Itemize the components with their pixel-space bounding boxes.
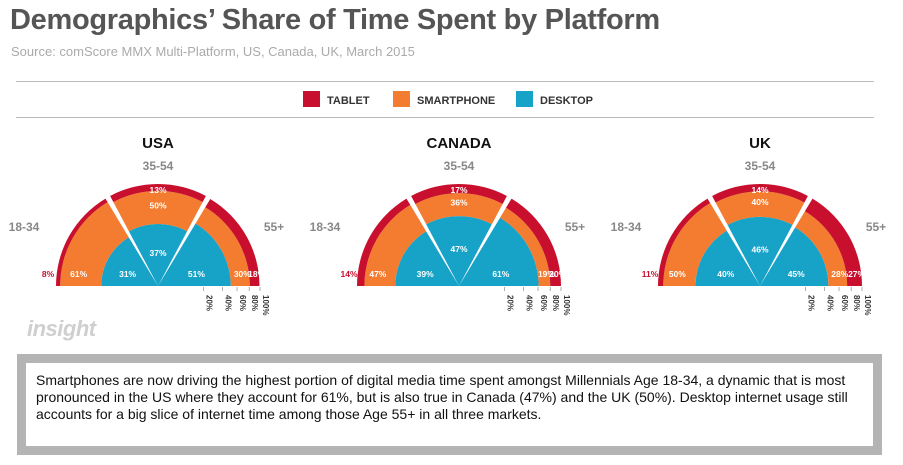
bar-uk-18-34-smartphone <box>663 203 727 286</box>
bar-uk-55+-smartphone <box>795 211 848 286</box>
tick-label-canada-100: 100% <box>562 295 571 315</box>
tick-label-usa-100: 100% <box>261 295 270 315</box>
bar-usa-55+-tablet <box>205 199 260 286</box>
data-label-usa-55+-smartphone: 30% <box>234 269 251 279</box>
data-label-canada-35-54-tablet: 17% <box>450 185 467 195</box>
tick-label-uk-20: 20% <box>807 295 816 311</box>
panel-title-canada: CANADA <box>427 135 492 152</box>
bar-usa-18-34-smartphone <box>60 202 129 286</box>
bar-usa-35-54-smartphone <box>113 190 203 232</box>
data-label-canada-18-34-smartphone: 47% <box>369 269 386 279</box>
legend-label-desktop: DESKTOP <box>540 95 593 107</box>
age-label-usa-35-54: 35-54 <box>143 159 174 173</box>
legend-label-tablet: TABLET <box>327 95 370 107</box>
age-label-usa-55: 55+ <box>264 220 284 234</box>
bar-uk-55+-desktop <box>760 227 829 286</box>
data-label-usa-35-54-smartphone: 50% <box>149 200 166 210</box>
data-label-usa-55+-desktop: 51% <box>188 269 205 279</box>
bar-canada-35-54-smartphone <box>415 193 503 225</box>
age-label-canada-18-34: 18-34 <box>310 220 341 234</box>
bar-usa-55+-desktop <box>158 223 231 286</box>
chart-area: TABLET SMARTPHONE DESKTOP USA 31% 61% 8% 37% 50%… <box>9 91 886 315</box>
top-divider <box>16 81 874 82</box>
data-label-canada-35-54-desktop: 47% <box>450 244 467 254</box>
bar-usa-18-34-desktop <box>101 237 158 286</box>
bar-canada-55+-tablet <box>505 198 561 286</box>
bar-uk-18-34-desktop <box>695 230 760 286</box>
bar-canada-55+-smartphone <box>500 207 551 286</box>
bar-uk-35-54-tablet <box>712 183 808 203</box>
data-label-usa-18-34-desktop: 31% <box>119 269 136 279</box>
age-label-canada-55: 55+ <box>565 220 585 234</box>
tick-label-canada-60: 60% <box>539 295 548 311</box>
bar-usa-55+-smartphone <box>195 207 250 286</box>
data-label-uk-55+-desktop: 45% <box>788 269 805 279</box>
data-label-uk-55+-tablet: 27% <box>848 269 865 279</box>
bar-usa-35-54-desktop <box>128 223 188 286</box>
data-label-canada-55+-smartphone: 19% <box>538 269 555 279</box>
bar-usa-35-54-tablet <box>110 183 206 202</box>
legend-swatch-desktop <box>516 91 533 107</box>
age-label-uk-18-34: 18-34 <box>611 220 642 234</box>
age-label-uk-55: 55+ <box>866 220 886 234</box>
panel-title-usa: USA <box>142 135 174 152</box>
bar-canada-35-54-tablet <box>411 183 507 204</box>
chart-subtitle: Source: comScore MMX Multi-Platform, US,… <box>11 44 415 59</box>
data-label-usa-35-54-desktop: 37% <box>149 248 166 258</box>
age-label-usa-18-34: 18-34 <box>9 220 40 234</box>
tick-label-usa-60: 60% <box>238 295 247 311</box>
data-label-usa-18-34-tablet: 8% <box>42 269 55 279</box>
data-label-canada-55+-desktop: 61% <box>492 269 509 279</box>
data-label-usa-55+-tablet: 18% <box>248 269 265 279</box>
tick-label-usa-40: 40% <box>224 295 233 311</box>
data-label-uk-18-34-desktop: 40% <box>717 269 734 279</box>
data-label-canada-35-54-smartphone: 36% <box>450 198 467 208</box>
data-label-usa-35-54-tablet: 13% <box>149 185 166 195</box>
tick-label-uk-40: 40% <box>826 295 835 311</box>
data-label-uk-35-54-tablet: 14% <box>751 185 768 195</box>
data-label-usa-18-34-smartphone: 61% <box>70 269 87 279</box>
chart-title: Demographics’ Share of Time Spent by Pla… <box>10 4 660 36</box>
data-label-uk-18-34-tablet: 11% <box>642 269 659 279</box>
legend-divider <box>16 117 874 118</box>
note-text: Smartphones are now driving the highest … <box>26 363 873 446</box>
data-label-uk-35-54-desktop: 46% <box>751 244 768 254</box>
tick-label-canada-80: 80% <box>551 295 560 311</box>
bar-uk-35-54-smartphone <box>715 191 805 225</box>
tick-label-canada-40: 40% <box>525 295 534 311</box>
tick-label-uk-60: 60% <box>840 295 849 311</box>
note-box: Smartphones are now driving the highest … <box>17 354 882 455</box>
data-label-canada-55+-tablet: 20% <box>549 269 566 279</box>
bar-canada-18-34-smartphone <box>364 204 427 286</box>
tick-label-uk-80: 80% <box>852 295 861 311</box>
bar-canada-35-54-desktop <box>426 216 492 286</box>
tick-label-usa-80: 80% <box>250 295 259 311</box>
bar-uk-18-34-tablet <box>658 198 711 286</box>
bar-canada-18-34-tablet <box>357 198 411 286</box>
bar-uk-35-54-desktop <box>727 216 793 286</box>
bar-canada-18-34-desktop <box>395 231 459 286</box>
data-label-uk-55+-smartphone: 28% <box>831 269 848 279</box>
tick-label-uk-100: 100% <box>863 295 872 315</box>
legend-label-smartphone: SMARTPHONE <box>417 95 495 107</box>
data-label-uk-35-54-smartphone: 40% <box>751 197 768 207</box>
panel-title-uk: UK <box>749 135 771 152</box>
legend-swatch-smartphone <box>393 91 410 107</box>
tick-label-canada-20: 20% <box>506 295 515 311</box>
bar-usa-18-34-tablet <box>56 198 108 286</box>
bar-uk-55+-tablet <box>804 198 862 286</box>
legend-swatch-tablet <box>303 91 320 107</box>
tick-label-usa-20: 20% <box>205 295 214 311</box>
insight-watermark: insight <box>27 316 96 341</box>
data-label-uk-18-34-smartphone: 50% <box>669 269 686 279</box>
age-label-uk-35-54: 35-54 <box>745 159 776 173</box>
data-label-canada-18-34-tablet: 14% <box>340 269 357 279</box>
bar-canada-55+-desktop <box>459 217 539 286</box>
data-label-canada-18-34-desktop: 39% <box>417 269 434 279</box>
age-label-canada-35-54: 35-54 <box>444 159 475 173</box>
